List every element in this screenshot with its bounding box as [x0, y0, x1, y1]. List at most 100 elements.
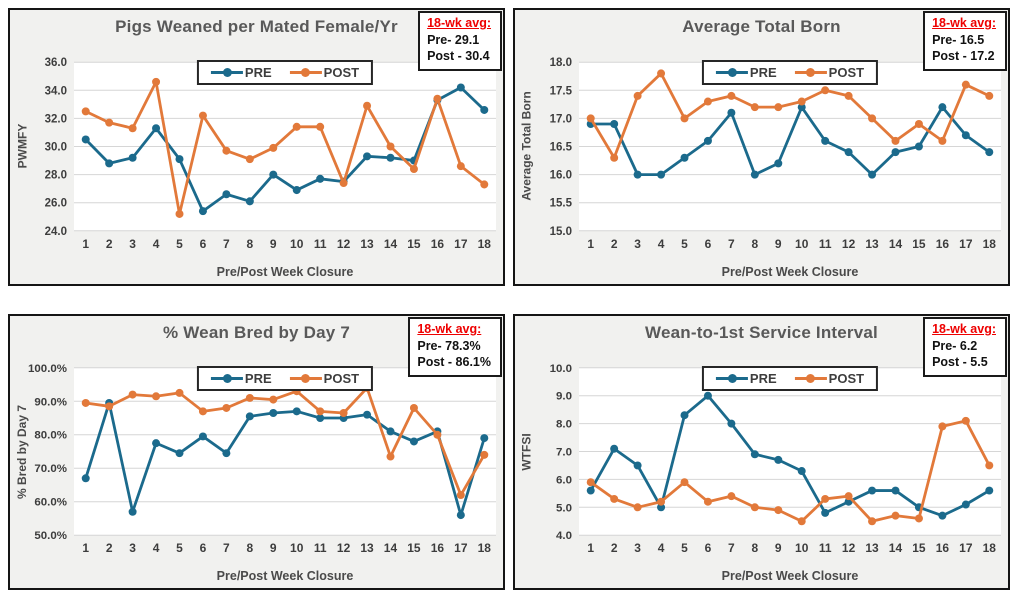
svg-text:17: 17	[454, 237, 468, 251]
y-axis-label: PWMFY	[11, 62, 33, 230]
svg-text:13: 13	[360, 541, 374, 555]
svg-text:8: 8	[246, 237, 253, 251]
pre-line-marker-icon	[210, 68, 243, 78]
svg-text:18.0: 18.0	[550, 57, 572, 69]
chart-title: Average Total Born	[682, 17, 841, 36]
legend-label-post: POST	[323, 371, 360, 386]
svg-text:9: 9	[270, 237, 277, 251]
svg-text:11: 11	[819, 237, 832, 251]
chart-title: % Wean Bred by Day 7	[163, 323, 350, 342]
svg-text:12: 12	[337, 541, 351, 555]
svg-text:15.5: 15.5	[550, 198, 573, 210]
svg-text:8: 8	[246, 541, 253, 555]
svg-text:7: 7	[223, 237, 230, 251]
svg-text:6: 6	[200, 541, 207, 555]
annotation-post-value: Post - 30.4	[427, 49, 490, 63]
svg-text:16: 16	[431, 237, 445, 251]
svg-text:5: 5	[176, 237, 183, 251]
svg-text:18: 18	[478, 541, 492, 555]
post-line-marker-icon	[289, 374, 322, 384]
svg-text:17: 17	[959, 237, 973, 251]
annotation-pre-value: Pre- 29.1	[427, 32, 480, 47]
legend-label-post: POST	[323, 65, 360, 80]
chart-panel-wean-bred-day7: % Wean Bred by Day 7 18-wk avg: Pre- 78.…	[8, 314, 505, 590]
svg-text:1: 1	[82, 237, 89, 251]
chart-panel-avg-total-born: Average Total Born 18-wk avg: Pre- 16.5 …	[513, 8, 1010, 286]
legend: PRE POST	[701, 60, 879, 85]
annotation-post-value: Post - 86.1%	[417, 355, 491, 369]
legend-item-pre: PRE	[210, 371, 272, 386]
legend-label-pre: PRE	[749, 371, 777, 386]
legend: PRE POST	[196, 366, 374, 391]
annotation-pre-value: Pre- 6.2	[932, 338, 978, 353]
y-axis-label: WTFSI	[516, 368, 538, 536]
svg-text:90.0%: 90.0%	[34, 396, 67, 408]
x-axis-label: Pre/Post Week Closure	[216, 569, 354, 583]
svg-text:14: 14	[384, 237, 398, 251]
svg-text:1: 1	[82, 541, 89, 555]
chart-title: Wean-to-1st Service Interval	[645, 323, 878, 342]
svg-text:4: 4	[658, 237, 665, 251]
svg-text:7.0: 7.0	[556, 447, 572, 459]
y-axis-label-text: PWMFY	[15, 123, 30, 169]
legend-item-post: POST	[794, 65, 864, 80]
svg-text:30.0: 30.0	[45, 141, 67, 153]
svg-text:17: 17	[959, 541, 973, 555]
post-line-marker-icon	[289, 68, 322, 78]
svg-text:9: 9	[775, 237, 782, 251]
svg-text:10: 10	[795, 541, 809, 555]
svg-text:11: 11	[314, 541, 327, 555]
svg-text:10: 10	[290, 541, 304, 555]
legend: PRE POST	[701, 366, 879, 391]
svg-text:6: 6	[200, 237, 207, 251]
svg-text:14: 14	[889, 541, 903, 555]
annotation-post-value: Post - 17.2	[932, 49, 995, 63]
svg-text:12: 12	[337, 237, 351, 251]
svg-text:9: 9	[775, 541, 782, 555]
svg-text:16: 16	[936, 237, 950, 251]
svg-text:4: 4	[153, 237, 160, 251]
x-axis-label: Pre/Post Week Closure	[721, 569, 859, 583]
svg-text:15: 15	[912, 237, 926, 251]
svg-text:70.0%: 70.0%	[34, 463, 67, 475]
annotation-header: 18-wk avg:	[427, 16, 491, 30]
svg-text:2: 2	[611, 237, 618, 251]
avg-annotation: 18-wk avg: Pre- 6.2 Post - 5.5	[923, 317, 1007, 377]
annotation-header: 18-wk avg:	[932, 16, 996, 30]
svg-text:8.0: 8.0	[556, 419, 572, 431]
svg-text:16: 16	[936, 541, 950, 555]
svg-text:9.0: 9.0	[556, 391, 572, 403]
svg-text:12: 12	[842, 237, 856, 251]
svg-text:1: 1	[587, 237, 594, 251]
annotation-post-value: Post - 5.5	[932, 355, 988, 369]
svg-text:32.0: 32.0	[45, 113, 67, 125]
y-axis-label-text: WTFSI	[520, 433, 535, 471]
svg-text:15: 15	[407, 237, 421, 251]
plot-area: 4.05.06.07.08.09.010.01 2 3 4 5 6 7 8 9 10 11 12 13 1…	[550, 363, 1001, 555]
svg-text:14: 14	[384, 541, 398, 555]
svg-text:16.0: 16.0	[550, 170, 572, 182]
post-line-marker-icon	[794, 374, 827, 384]
svg-text:28.0: 28.0	[45, 170, 67, 182]
annotation-header: 18-wk avg:	[417, 322, 482, 336]
legend-item-pre: PRE	[715, 65, 777, 80]
svg-text:15: 15	[912, 541, 926, 555]
legend-item-post: POST	[794, 371, 864, 386]
legend-label-pre: PRE	[749, 65, 777, 80]
y-axis-label-text: % Bred by Day 7	[15, 404, 30, 500]
legend-item-pre: PRE	[715, 371, 777, 386]
svg-text:10: 10	[290, 237, 304, 251]
svg-text:1: 1	[587, 541, 594, 555]
svg-text:4.0: 4.0	[556, 530, 572, 542]
y-axis-label: Average Total Born	[516, 62, 538, 230]
chart-title: Pigs Weaned per Mated Female/Yr	[115, 17, 398, 36]
annotation-pre-value: Pre- 16.5	[932, 32, 985, 47]
pre-line-marker-icon	[210, 374, 243, 384]
svg-text:17: 17	[454, 541, 468, 555]
svg-text:34.0: 34.0	[45, 85, 67, 97]
svg-text:10.0: 10.0	[550, 363, 572, 375]
svg-text:15: 15	[407, 541, 421, 555]
svg-text:5: 5	[681, 237, 688, 251]
svg-text:10: 10	[795, 237, 809, 251]
